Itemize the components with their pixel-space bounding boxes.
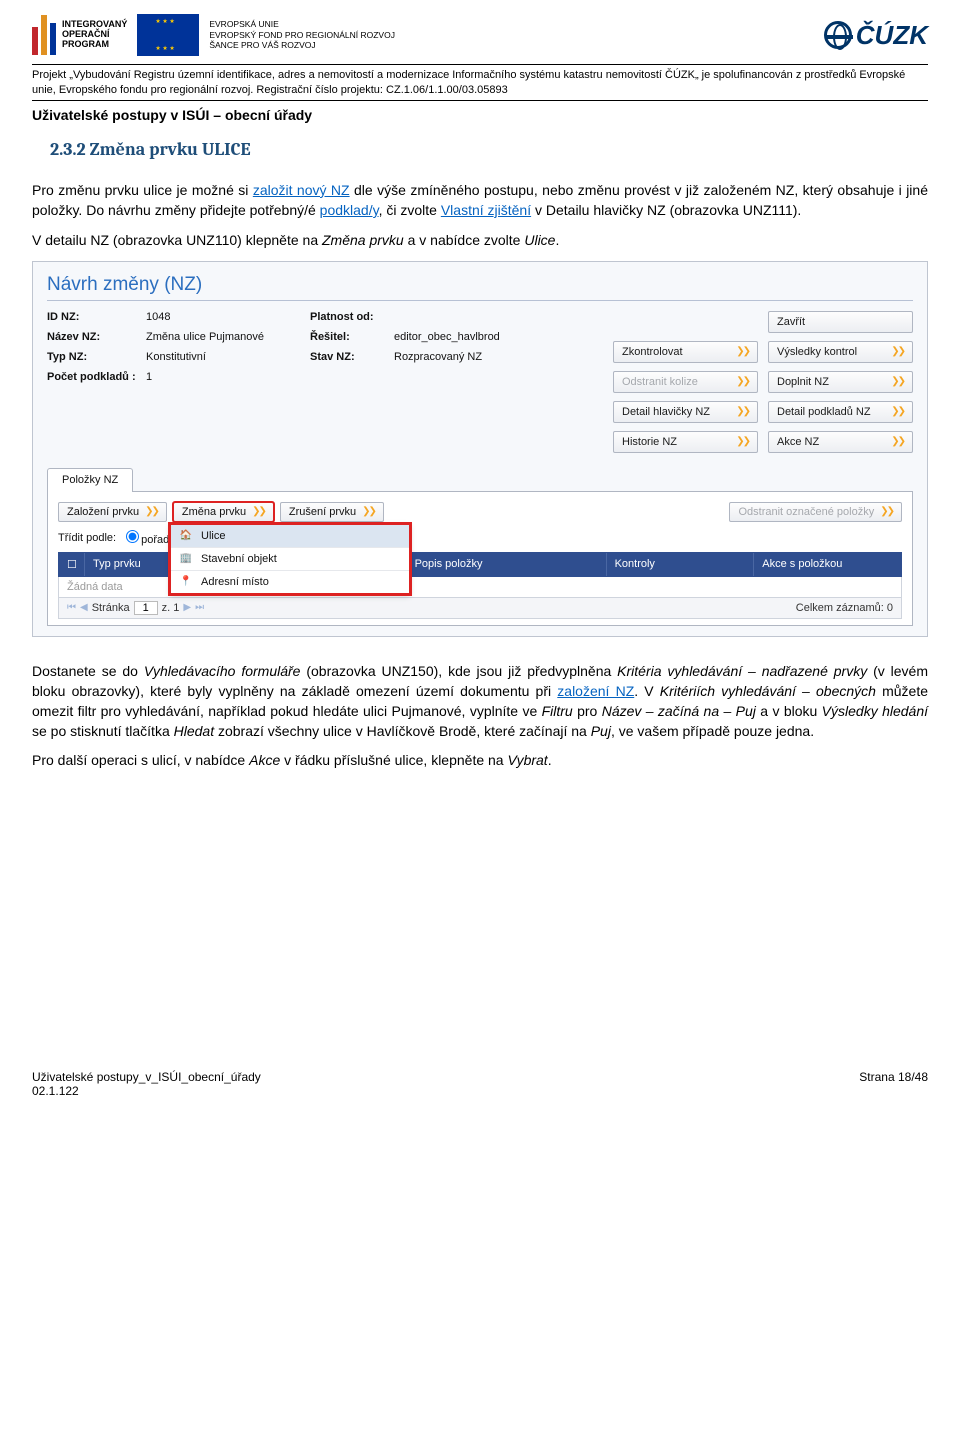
footer-left-1: Uživatelské postupy_v_ISÚI_obecní_úřady	[32, 1070, 261, 1084]
building-icon: 🏢	[179, 552, 193, 566]
lower-para-2: Pro další operaci s ulicí, v nabídce Akc…	[32, 750, 928, 770]
btn-vysledky-kontrol[interactable]: Výsledky kontrol❯❯	[768, 341, 913, 363]
val-stav: Rozpracovaný NZ	[394, 351, 554, 363]
link-zalozeni-nz[interactable]: založení NZ	[557, 683, 634, 699]
project-text: Projekt „Vybudování Registru územní iden…	[32, 68, 928, 98]
chevron-right-icon: ❯❯	[252, 506, 265, 517]
chevron-right-icon: ❯❯	[736, 406, 749, 417]
btn-zalozeni-prvku[interactable]: Založení prvku❯❯	[58, 502, 167, 522]
pager-last-icon[interactable]: ⏭	[195, 602, 204, 613]
section-heading: 2.3.2 Změna prvku ULICE	[50, 139, 928, 160]
chevron-right-icon: ❯❯	[891, 346, 904, 357]
chevron-right-icon: ❯❯	[880, 506, 893, 517]
lower-para-1: Dostanete se do Vyhledávacího formuláře …	[32, 661, 928, 742]
footer-left-2: 02.1.122	[32, 1084, 261, 1098]
grid-footer: ⏮ ◀ Stránka z. 1 ▶ ⏭ Celkem záznamů: 0	[58, 598, 902, 619]
nz-title: Návrh změny (NZ)	[47, 274, 913, 296]
chevron-right-icon: ❯❯	[736, 436, 749, 447]
btn-zmena-prvku[interactable]: Změna prvku❯❯	[173, 502, 274, 522]
lbl-idnz: ID NZ:	[47, 311, 142, 323]
btn-zruseni-prvku[interactable]: Zrušení prvku❯❯	[280, 502, 384, 522]
chevron-right-icon: ❯❯	[891, 436, 904, 447]
dropdown-item-adresni[interactable]: 📍 Adresní místo	[171, 571, 409, 593]
lbl-stav: Stav NZ:	[310, 351, 390, 363]
dropdown-item-stavebni[interactable]: 🏢 Stavební objekt	[171, 548, 409, 571]
btn-zkontrolovat[interactable]: Zkontrolovat❯❯	[613, 341, 758, 363]
pager-next-icon[interactable]: ▶	[183, 602, 191, 613]
street-icon: 🏠	[179, 529, 193, 543]
eu-flag-icon	[137, 14, 199, 56]
link-vlastni-zjisteni[interactable]: Vlastní zjištění	[441, 202, 531, 218]
dropdown-zmena-prvku: 🏠 Ulice 🏢 Stavební objekt 📍 Adresní mís	[170, 524, 410, 594]
para-2: V detailu NZ (obrazovka UNZ110) klepněte…	[32, 230, 928, 250]
page-footer: Uživatelské postupy_v_ISÚI_obecní_úřady …	[32, 1070, 928, 1098]
btn-odstranit-kolize: Odstranit kolize❯❯	[613, 371, 758, 393]
iop-text-3: PROGRAM	[62, 40, 127, 50]
app-screenshot: Návrh změny (NZ) ID NZ: 1048 Platnost od…	[32, 261, 928, 637]
btn-doplnit-nz[interactable]: Doplnit NZ❯❯	[768, 371, 913, 393]
grid-col-kontroly[interactable]: Kontroly	[607, 553, 755, 576]
pager-page-input[interactable]	[134, 601, 158, 615]
chevron-right-icon: ❯❯	[736, 346, 749, 357]
lbl-nazev: Název NZ:	[47, 331, 142, 343]
lbl-resitel: Řešitel:	[310, 331, 390, 343]
val-pocet: 1	[146, 371, 306, 383]
grid-col-check[interactable]: ☐	[59, 553, 85, 576]
link-zalozit-novy-nz[interactable]: založit nový NZ	[253, 182, 350, 198]
iop-logo: INTEGROVANÝ OPERAČNÍ PROGRAM	[32, 15, 127, 55]
btn-akce-nz[interactable]: Akce NZ❯❯	[768, 431, 913, 453]
tab-polozky-nz[interactable]: Položky NZ	[47, 468, 133, 492]
btn-detail-podkladu[interactable]: Detail podkladů NZ❯❯	[768, 401, 913, 423]
chevron-right-icon: ❯❯	[736, 376, 749, 387]
header-logos: INTEGROVANÝ OPERAČNÍ PROGRAM EVROPSKÁ UN…	[32, 0, 928, 62]
chevron-right-icon: ❯❯	[362, 506, 375, 517]
grid-col-akce[interactable]: Akce s položkou	[754, 553, 901, 576]
address-icon: 📍	[179, 575, 193, 589]
pager-prev-icon[interactable]: ◀	[80, 602, 88, 613]
btn-detail-hlavicky[interactable]: Detail hlavičky NZ❯❯	[613, 401, 758, 423]
lbl-platnost: Platnost od:	[310, 311, 390, 323]
pager-first-icon[interactable]: ⏮	[67, 602, 76, 613]
lbl-pocet: Počet podkladů :	[47, 371, 142, 383]
footer-right: Strana 18/48	[859, 1070, 928, 1098]
eu-text: EVROPSKÁ UNIE EVROPSKÝ FOND PRO REGIONÁL…	[209, 19, 395, 51]
btn-zavrit[interactable]: Zavřít	[768, 311, 913, 333]
chevron-right-icon: ❯❯	[891, 376, 904, 387]
link-podklady[interactable]: podklad/y	[320, 202, 379, 218]
doc-subtitle: Uživatelské postupy v ISÚI – obecní úřad…	[32, 107, 928, 123]
dropdown-item-ulice[interactable]: 🏠 Ulice	[171, 525, 409, 548]
val-idnz: 1048	[146, 311, 306, 323]
chevron-right-icon: ❯❯	[891, 406, 904, 417]
globe-icon	[824, 21, 852, 49]
para-1: Pro změnu prvku ulice je možné si založi…	[32, 180, 928, 221]
lbl-typ: Typ NZ:	[47, 351, 142, 363]
chevron-right-icon: ❯❯	[145, 506, 158, 517]
cuzk-logo: ČÚZK	[824, 20, 928, 51]
val-resitel: editor_obec_havlbrod	[394, 331, 554, 343]
grid-col-popis[interactable]: Popis položky	[407, 553, 607, 576]
btn-historie-nz[interactable]: Historie NZ❯❯	[613, 431, 758, 453]
val-nazev: Změna ulice Pujmanové	[146, 331, 306, 343]
btn-odstranit-polozky: Odstranit označené položky❯❯	[729, 502, 902, 522]
val-typ: Konstitutivní	[146, 351, 306, 363]
